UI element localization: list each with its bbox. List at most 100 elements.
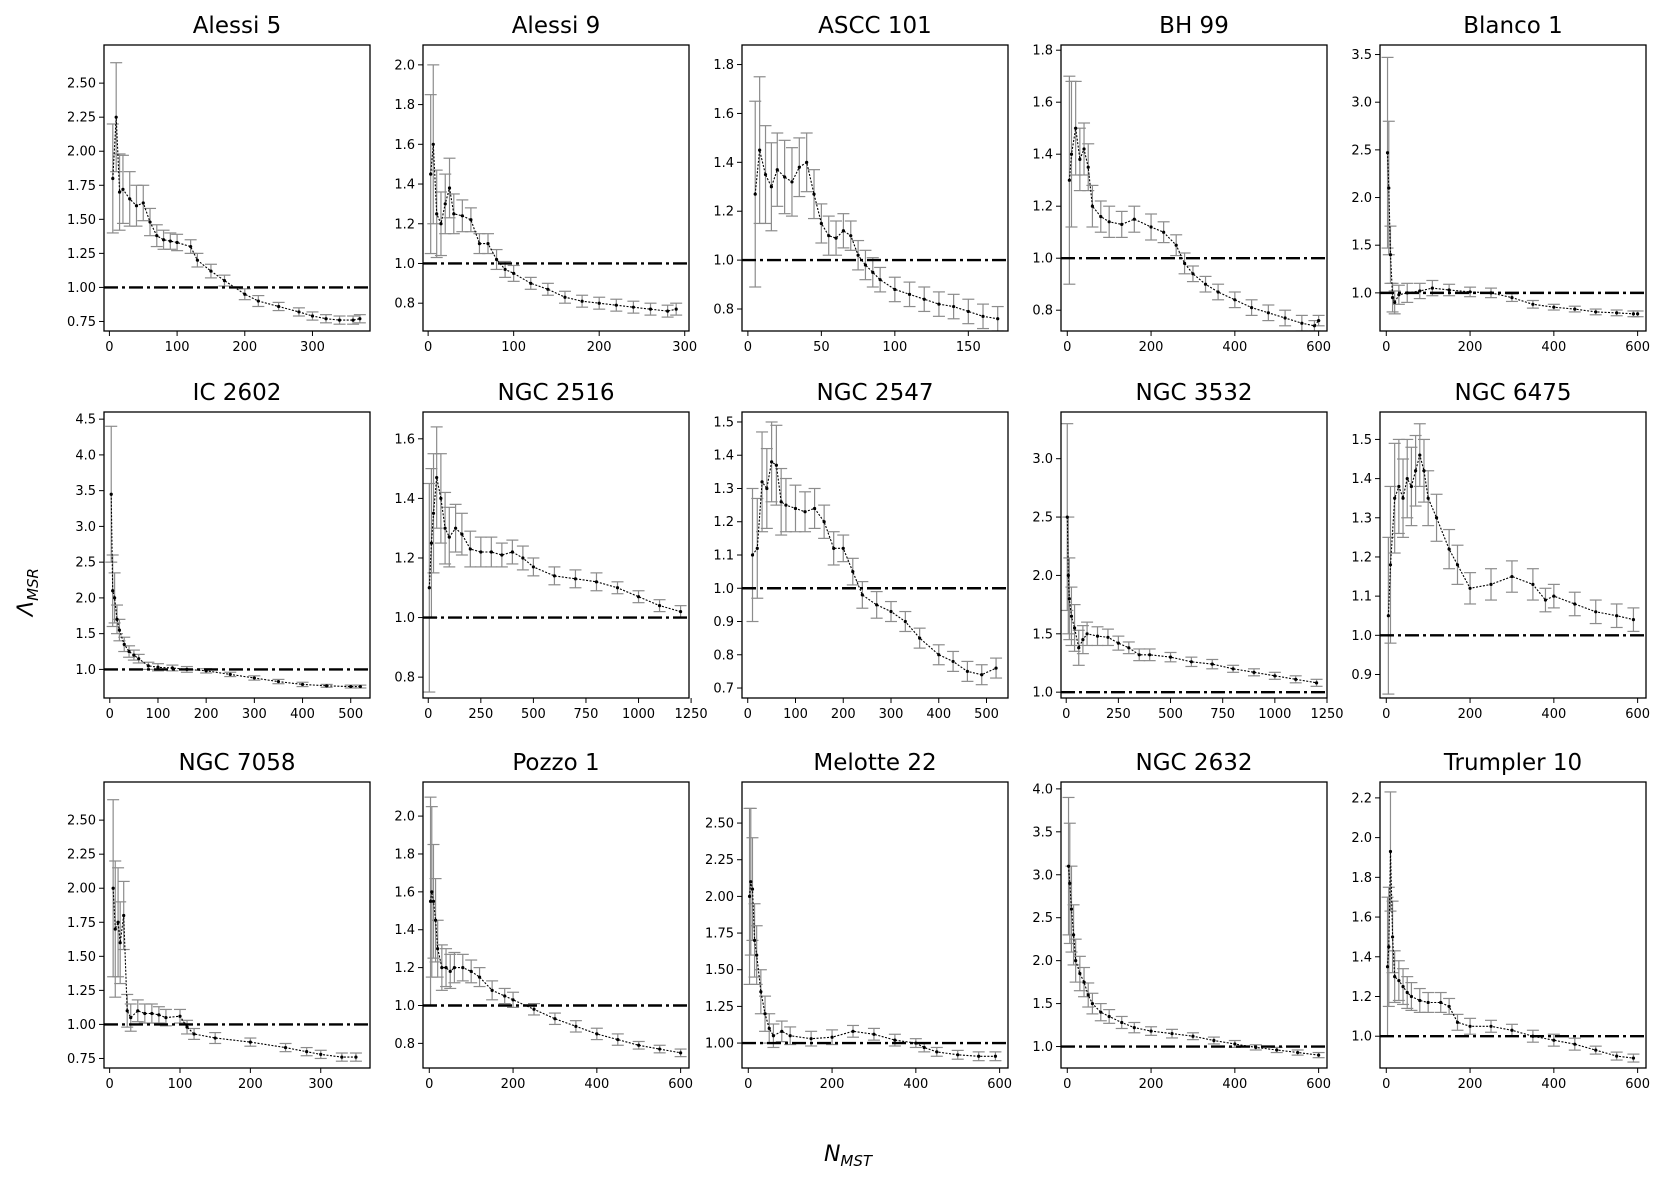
data-point [790,180,794,184]
y-tick-label: 1.3 [1351,511,1372,526]
x-tick-label: 200 [831,707,856,722]
data-point [841,229,846,233]
y-tick-label: 1.5 [1351,239,1372,254]
data-point [827,234,831,238]
y-tick-label: 1.1 [713,549,734,564]
data-point [134,204,139,208]
y-tick-label: 1.6 [1351,911,1372,926]
data-point [1510,574,1514,579]
data-point [452,212,456,216]
x-tick-label: 400 [926,707,951,722]
data-series-line [112,888,356,1058]
data-point [631,305,636,309]
x-tick-label: 200 [820,1077,845,1092]
plot-area [104,799,370,1062]
data-point [851,570,855,574]
data-point [122,913,126,918]
x-tick-label: 200 [194,707,219,722]
data-point [758,148,762,152]
data-point [851,1029,855,1033]
panel: Blanco 1 0 200 400 600 1.0 1.5 2.0 2.5 3.0 3.5 [1351,13,1650,355]
data-point [760,480,764,484]
data-point [774,463,778,467]
data-point [832,546,836,550]
data-point [1254,1045,1258,1049]
data-point [805,160,809,164]
panel: NGC 2547 0 100 200 300 400 500 0.7 0.8 0.9 1.0 1.1 1… [713,380,1009,722]
data-point [1552,305,1556,309]
data-point [1401,984,1405,989]
y-tick-label: 1.4 [1351,472,1372,487]
x-tick-label: 400 [290,707,315,722]
x-tick-label: 50 [813,340,830,355]
data-point [1552,594,1556,598]
data-point [111,589,115,593]
data-point [1191,1034,1195,1038]
x-axis-title-sub: MST [840,1152,873,1170]
data-point [1174,243,1178,247]
data-point [922,1045,926,1050]
plot-area [1061,423,1327,694]
x-tick-label: 750 [1210,707,1235,722]
data-point [439,496,443,500]
data-point [489,550,493,554]
axes-frame [1379,44,1647,332]
plot-area [423,796,689,1058]
panel-title: NGC 6475 [1455,380,1572,406]
data-point [178,1014,182,1018]
data-point [146,664,150,668]
data-point [1162,230,1166,234]
data-point [358,317,362,321]
data-point [443,526,447,530]
panel: NGC 3532 0 250 500 750 1000 1250 1.0 1.5 2.0 2.5 3.… [1032,380,1343,722]
y-tick-label: 3.5 [1351,48,1372,63]
data-point [935,1050,939,1054]
x-tick-label: 400 [1541,340,1566,355]
data-point [1594,310,1598,314]
data-point [1067,178,1071,182]
data-point [907,292,912,296]
y-tick-label: 1.00 [705,1037,734,1052]
data-point [494,257,499,262]
data-point [889,609,893,614]
y-tick-label: 2.0 [1032,954,1053,969]
data-point [1090,1001,1095,1006]
y-tick-label: 1.2 [394,217,415,232]
data-point [563,295,567,299]
data-series-line [428,477,681,613]
data-point [755,546,759,550]
x-tick-label: 300 [300,340,325,355]
x-tick-label: 750 [574,707,599,722]
data-point [1233,298,1237,302]
y-tick-label: 1.25 [67,984,96,999]
data-point [834,236,838,240]
data-point [1068,881,1072,885]
data-point [1085,632,1089,636]
data-point [460,214,464,218]
data-point [1191,272,1195,276]
x-tick-label: 1000 [1258,707,1291,722]
data-point [129,1016,133,1020]
data-point [114,115,118,119]
y-tick-label: 2.50 [67,814,96,829]
y-tick-label: 1.75 [705,927,734,942]
data-point [125,1009,129,1013]
data-point [1594,1048,1598,1052]
axes-frame [103,781,371,1069]
data-point [1069,614,1074,618]
y-tick-label: 1.4 [1032,148,1053,163]
data-point [679,1051,683,1055]
x-tick-label: 0 [1062,707,1070,722]
data-point [460,532,464,536]
panel: BH 99 0 200 400 600 0.8 1.0 1.2 1.4 1.6 1.8 [1032,13,1331,355]
data-point [117,190,122,194]
data-series-line [1387,452,1634,621]
data-point [531,565,535,569]
data-point [580,299,584,303]
data-point [759,990,763,994]
data-point [1455,1020,1460,1024]
y-tick-label: 0.8 [1032,304,1053,319]
x-tick-label: 300 [308,1077,333,1092]
data-point [1426,496,1430,500]
data-point [594,580,599,584]
